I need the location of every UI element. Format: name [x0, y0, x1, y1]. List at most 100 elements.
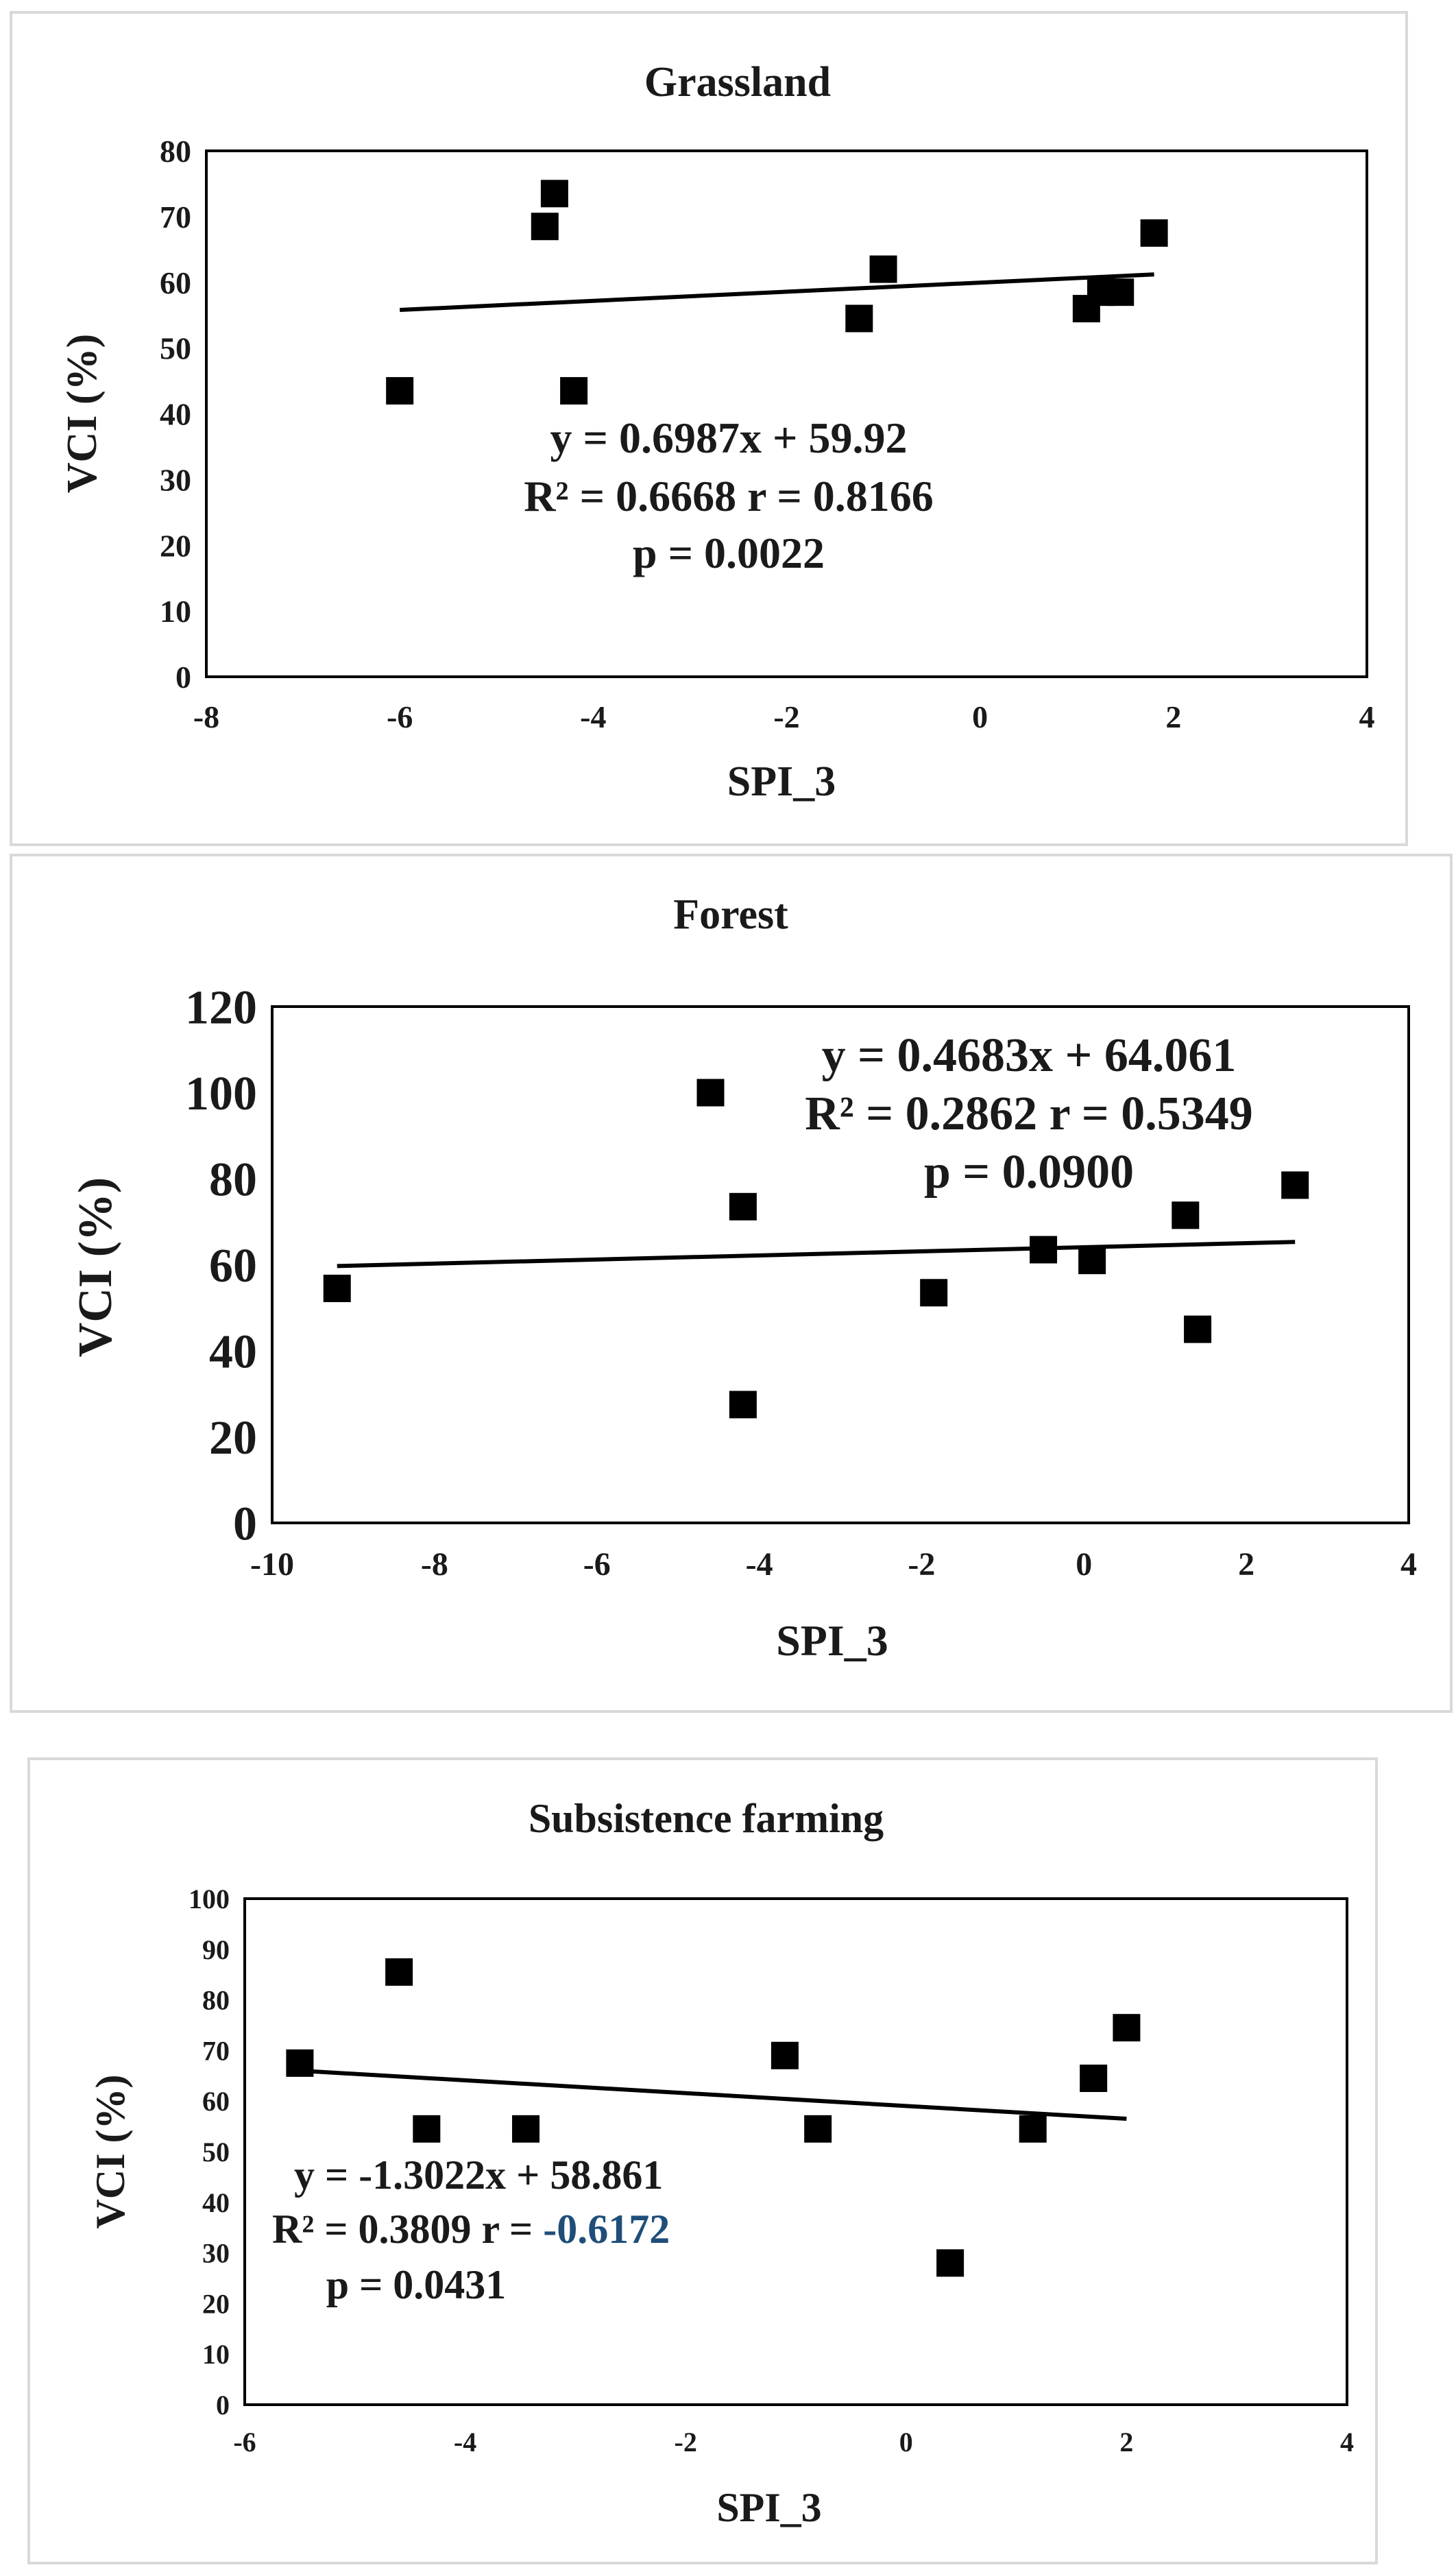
- trendline: [300, 2068, 1127, 2122]
- chart-title: Subsistence farming: [529, 1796, 884, 1841]
- data-point: [385, 1958, 413, 1986]
- y-tick-label: 20: [209, 1412, 257, 1465]
- data-point: [512, 2115, 540, 2143]
- data-point: [729, 1391, 757, 1419]
- data-point: [1140, 219, 1168, 247]
- y-ticks: 0 10 20 30 40 50 60 70 80: [160, 134, 191, 695]
- data-point: [1281, 1171, 1309, 1199]
- data-point: [1019, 2115, 1047, 2143]
- data-point: [1080, 2064, 1108, 2092]
- x-tick-label: 2: [1165, 699, 1181, 734]
- data-point: [286, 2049, 314, 2077]
- y-tick-label: 50: [160, 331, 191, 366]
- x-tick-label: -4: [454, 2427, 476, 2457]
- y-tick-label: 60: [202, 2086, 230, 2117]
- chart-title: Grassland: [644, 59, 831, 106]
- p-value-annotation: p = 0.0900: [924, 1146, 1134, 1199]
- data-point: [696, 1079, 725, 1107]
- x-tick-label: 0: [899, 2427, 913, 2457]
- y-tick-label: 70: [202, 2035, 230, 2066]
- y-tick-label: 90: [202, 1934, 230, 1965]
- data-point: [1030, 1236, 1058, 1264]
- data-points: [386, 180, 1168, 405]
- x-tick-label: -4: [580, 699, 606, 734]
- x-tick-label: -2: [675, 2427, 697, 2457]
- p-value-annotation: p = 0.0022: [633, 529, 825, 577]
- r-value-text: -0.6172: [543, 2207, 670, 2252]
- y-tick-label: 80: [160, 134, 191, 169]
- y-tick-label: 70: [160, 200, 191, 235]
- regression-equation: y = 0.6987x + 59.92: [550, 413, 908, 462]
- y-tick-label: 0: [175, 660, 191, 695]
- y-axis-label: VCI (%): [59, 334, 106, 493]
- r-squared-annotation: R² = 0.6668 r = 0.8166: [524, 472, 934, 520]
- x-tick-label: -8: [193, 699, 219, 734]
- x-tick-label: -6: [583, 1546, 611, 1583]
- data-points: [323, 1079, 1309, 1419]
- plot-area: [205, 149, 1368, 678]
- forest-chart-panel: Forest 0 20 40 60 80 100 120 -10 -8 -6 -4 -2 0 2 4 y …: [10, 854, 1453, 1713]
- y-tick-label: 80: [202, 1985, 230, 2016]
- grassland-chart-panel: Grassland 0 10 20 30 40 50 60 70 80 -8 -6 -4 -2 0 2 4 …: [10, 11, 1408, 846]
- x-axis-label: SPI_3: [716, 2485, 821, 2530]
- trendline: [400, 272, 1154, 313]
- data-point: [771, 2041, 799, 2069]
- data-point: [540, 180, 568, 208]
- r-squared-annotation: R² = 0.2862 r = 0.5349: [805, 1087, 1253, 1140]
- y-tick-label: 30: [160, 462, 191, 497]
- y-tick-label: 0: [233, 1498, 257, 1551]
- x-ticks: -10 -8 -6 -4 -2 0 2 4: [250, 1546, 1417, 1583]
- plot-area: [243, 1897, 1348, 2406]
- regression-equation: y = 0.4683x + 64.061: [822, 1029, 1237, 1082]
- y-tick-label: 80: [209, 1154, 257, 1207]
- y-tick-label: 100: [185, 1068, 257, 1120]
- x-tick-label: -6: [233, 2427, 256, 2457]
- y-tick-label: 50: [202, 2137, 230, 2167]
- plot-area: [271, 1005, 1410, 1524]
- x-tick-label: -8: [421, 1546, 448, 1583]
- data-point: [729, 1192, 757, 1221]
- r-squared-text: R² = 0.3809 r =: [272, 2207, 543, 2252]
- y-ticks: 0 10 20 30 40 50 60 70 80 90 100: [189, 1884, 230, 2420]
- data-point: [920, 1279, 948, 1307]
- data-point: [531, 213, 559, 241]
- data-point: [936, 2249, 964, 2277]
- trendline: [337, 1240, 1296, 1269]
- y-tick-label: 60: [209, 1240, 257, 1293]
- y-tick-label: 10: [160, 594, 191, 629]
- y-tick-label: 40: [160, 397, 191, 432]
- chart-title: Forest: [673, 891, 788, 938]
- data-point: [1184, 1315, 1212, 1343]
- y-tick-label: 40: [209, 1326, 257, 1379]
- data-points: [286, 1958, 1141, 2277]
- data-point: [1078, 1247, 1106, 1275]
- data-point: [386, 376, 414, 405]
- x-axis-label: SPI_3: [727, 758, 836, 805]
- x-ticks: -6 -4 -2 0 2 4: [233, 2427, 1354, 2457]
- data-point: [845, 304, 873, 333]
- x-tick-label: -4: [746, 1546, 773, 1583]
- x-tick-label: 2: [1238, 1546, 1254, 1583]
- data-point: [323, 1275, 351, 1303]
- p-value-annotation: p = 0.0431: [326, 2262, 507, 2307]
- data-point: [413, 2115, 441, 2143]
- x-tick-label: 0: [972, 699, 988, 734]
- data-point: [1113, 2014, 1141, 2042]
- data-point: [560, 376, 588, 405]
- y-tick-label: 20: [160, 528, 191, 563]
- x-ticks: -8 -6 -4 -2 0 2 4: [193, 699, 1375, 734]
- forest-chart: Forest 0 20 40 60 80 100 120 -10 -8 -6 -4 -2 0 2 4 y …: [69, 891, 1417, 1665]
- y-tick-label: 40: [202, 2187, 230, 2218]
- x-axis-label: SPI_3: [776, 1616, 888, 1665]
- y-tick-label: 60: [160, 265, 191, 300]
- y-tick-label: 10: [202, 2339, 230, 2370]
- data-point: [804, 2115, 832, 2143]
- regression-equation: y = -1.3022x + 58.861: [294, 2152, 663, 2198]
- x-tick-label: -2: [908, 1546, 935, 1583]
- x-tick-label: 4: [1340, 2427, 1354, 2457]
- subsistence-farming-chart-panel: Subsistence farming 0 10 20 30 40 50 60 70 80 90 1…: [27, 1757, 1378, 2564]
- x-tick-label: -2: [773, 699, 799, 734]
- y-ticks: 0 20 40 60 80 100 120: [185, 982, 257, 1551]
- data-point: [1172, 1201, 1200, 1229]
